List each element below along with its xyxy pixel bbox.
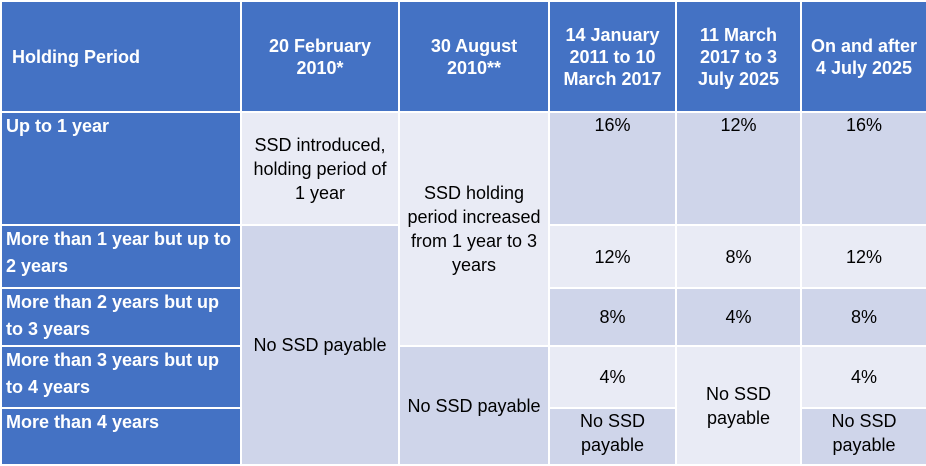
- header-row: Holding Period 20 February 2010* 30 Augu…: [0, 0, 926, 113]
- rate-cell-no-ssd: No SSD payable: [800, 407, 926, 466]
- rate-cell-no-ssd: No SSD payable: [548, 407, 677, 466]
- header-14-jan-2011: 14 January 2011 to 10 March 2017: [548, 0, 677, 113]
- cell-no-ssd-payable-aug: No SSD payable: [398, 345, 550, 466]
- rate-cell: 16%: [800, 111, 926, 226]
- rate-cell: 4%: [548, 345, 677, 409]
- rate-cell-no-ssd: No SSD payable: [675, 345, 802, 466]
- rate-cell: 12%: [548, 224, 677, 289]
- table-row: More than 4 years No SSD payable No SSD …: [0, 407, 926, 466]
- header-4-jul-2025: On and after 4 July 2025: [800, 0, 926, 113]
- cell-ssd-introduced: SSD introduced, holding period of 1 year: [240, 111, 400, 226]
- header-20-feb-2010: 20 February 2010*: [240, 0, 400, 113]
- cell-ssd-period-increased: SSD holding period increased from 1 year…: [398, 111, 550, 347]
- row-label: More than 4 years: [0, 407, 242, 466]
- rate-cell: 8%: [675, 224, 802, 289]
- header-30-aug-2010: 30 August 2010**: [398, 0, 550, 113]
- rate-cell: 12%: [675, 111, 802, 226]
- row-label: More than 1 year but up to 2 years: [0, 224, 242, 289]
- rate-cell: 12%: [800, 224, 926, 289]
- cell-no-ssd-payable: No SSD payable: [240, 224, 400, 466]
- header-holding-period: Holding Period: [0, 0, 242, 113]
- table-row: More than 2 years but up to 3 years 8% 4…: [0, 287, 926, 347]
- rate-cell: 8%: [800, 287, 926, 347]
- rate-cell: 8%: [548, 287, 677, 347]
- row-label: Up to 1 year: [0, 111, 242, 226]
- header-11-mar-2017: 11 March 2017 to 3 July 2025: [675, 0, 802, 113]
- table-row: Up to 1 year SSD introduced, holding per…: [0, 111, 926, 347]
- rate-cell: 4%: [675, 287, 802, 347]
- table-row: More than 3 years but up to 4 years No S…: [0, 345, 926, 466]
- table-row: More than 1 year but up to 2 years No SS…: [0, 224, 926, 466]
- row-label: More than 2 years but up to 3 years: [0, 287, 242, 347]
- row-label: More than 3 years but up to 4 years: [0, 345, 242, 409]
- rate-cell: 4%: [800, 345, 926, 409]
- rate-cell: 16%: [548, 111, 677, 226]
